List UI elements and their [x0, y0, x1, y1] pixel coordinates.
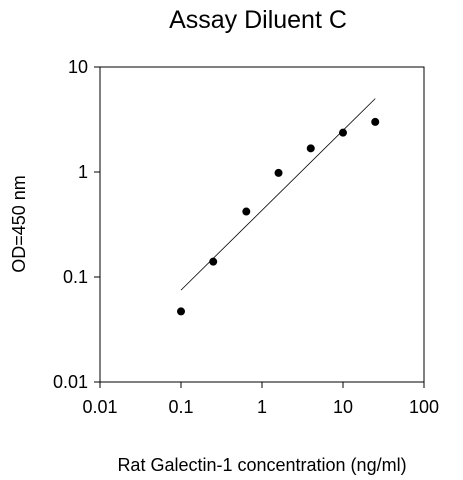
y-tick-label: 0.1 [63, 267, 88, 287]
data-points [177, 117, 380, 316]
data-point [306, 144, 315, 153]
data-point [339, 128, 347, 137]
chart-title: Assay Diluent C [169, 6, 347, 34]
plot-frame [99, 66, 425, 383]
y-tick-label: 0.01 [53, 372, 88, 392]
y-axis-ticks: 0.01 0.1 1 10 [53, 57, 100, 392]
data-point [177, 307, 185, 316]
x-tick-label: 100 [409, 397, 439, 417]
x-tick-label: 10 [333, 397, 353, 417]
x-tick-label: 0.1 [168, 397, 193, 417]
x-axis-ticks: 0.01 0.1 1 10 100 [82, 382, 439, 417]
x-tick-label: 0.01 [82, 397, 117, 417]
data-point [274, 168, 283, 177]
data-point [371, 117, 380, 126]
y-tick-label: 1 [78, 162, 88, 182]
y-axis-title: OD=450 nm [9, 175, 29, 273]
x-axis-title: Rat Galectin-1 concentration (ng/ml) [117, 455, 406, 475]
y-tick-label: 10 [68, 57, 88, 77]
x-tick-label: 1 [257, 397, 267, 417]
data-point [242, 207, 251, 216]
data-point [209, 257, 218, 266]
